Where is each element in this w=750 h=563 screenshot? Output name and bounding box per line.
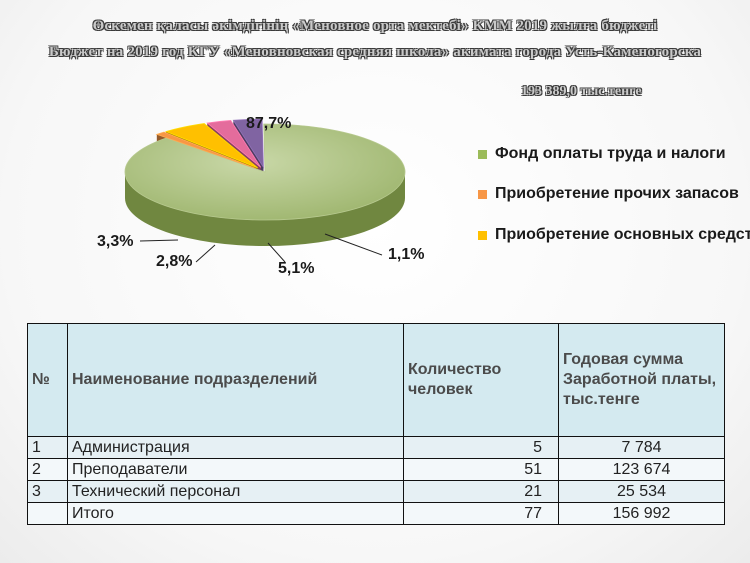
- table-row-total: Итого 77 156 992: [27, 502, 725, 525]
- cell-headcount: 77: [403, 502, 559, 525]
- legend-swatch: [478, 231, 487, 240]
- leader-line: [195, 244, 216, 263]
- cell-headcount: 51: [403, 458, 559, 481]
- legend-swatch: [478, 150, 487, 159]
- cell-headcount: 21: [403, 480, 559, 503]
- leader-line: [139, 239, 179, 242]
- cell-number: 3: [27, 480, 68, 503]
- legend-label: Приобретение основных средст: [495, 226, 750, 243]
- table-row: 1 Администрация 5 7 784: [27, 436, 725, 459]
- cell-salary: 7 784: [558, 436, 725, 459]
- leader-line: [267, 242, 286, 263]
- cell-department: Администрация: [67, 436, 404, 459]
- cell-department: Технический персонал: [67, 480, 404, 503]
- table-row: 3 Технический персонал 21 25 534: [27, 480, 725, 503]
- cell-number: [27, 502, 68, 525]
- pie-side: [125, 172, 405, 246]
- slice-percent-label: 5,1%: [278, 260, 314, 277]
- cell-number: 1: [27, 436, 68, 459]
- header-department: Наименование подразделений: [67, 323, 404, 437]
- cell-salary: 25 534: [558, 480, 725, 503]
- header-headcount: Количество человек: [403, 323, 559, 437]
- pie-slice: [164, 123, 258, 169]
- salary-table: № Наименование подразделений Количество …: [27, 323, 725, 525]
- budget-total: 193 389,0 тыс.тенге: [521, 84, 642, 99]
- slice-percent-label: 1,1%: [388, 246, 424, 263]
- pie-slice: [232, 118, 264, 169]
- table-row: 2 Преподаватели 51 123 674: [27, 458, 725, 481]
- slice-percent-label: 87,7%: [246, 115, 291, 132]
- title-russian: Бюджет на 2019 год КГУ «Меновновская сре…: [48, 44, 702, 60]
- cell-salary: 156 992: [558, 502, 725, 525]
- legend-label: Приобретение прочих запасов: [495, 185, 739, 202]
- leader-line: [324, 233, 383, 256]
- header-annual-salary: Годовая сумма Заработной платы, тыс.тенг…: [558, 323, 725, 437]
- cell-headcount: 5: [403, 436, 559, 459]
- cell-department: Преподаватели: [67, 458, 404, 481]
- legend-swatch: [478, 190, 487, 199]
- pie-slice: [124, 123, 406, 221]
- slice-percent-label: 3,3%: [97, 233, 133, 250]
- table-header-row: № Наименование подразделений Количество …: [27, 323, 725, 437]
- legend-label: Фонд оплаты труда и налоги: [495, 145, 726, 162]
- title-kazakh: Өскемен қаласы әкімдігінің «Меновное орт…: [92, 18, 658, 34]
- cell-number: 2: [27, 458, 68, 481]
- slice-percent-label: 2,8%: [156, 253, 192, 270]
- pie-chart: 87,7% 1,1% 5,1% 2,8% 3,3%: [97, 115, 424, 277]
- pie-slice: [206, 120, 262, 168]
- pie-slice: [155, 131, 256, 169]
- cell-department: Итого: [67, 502, 404, 525]
- header-number: №: [27, 323, 68, 437]
- cell-salary: 123 674: [558, 458, 725, 481]
